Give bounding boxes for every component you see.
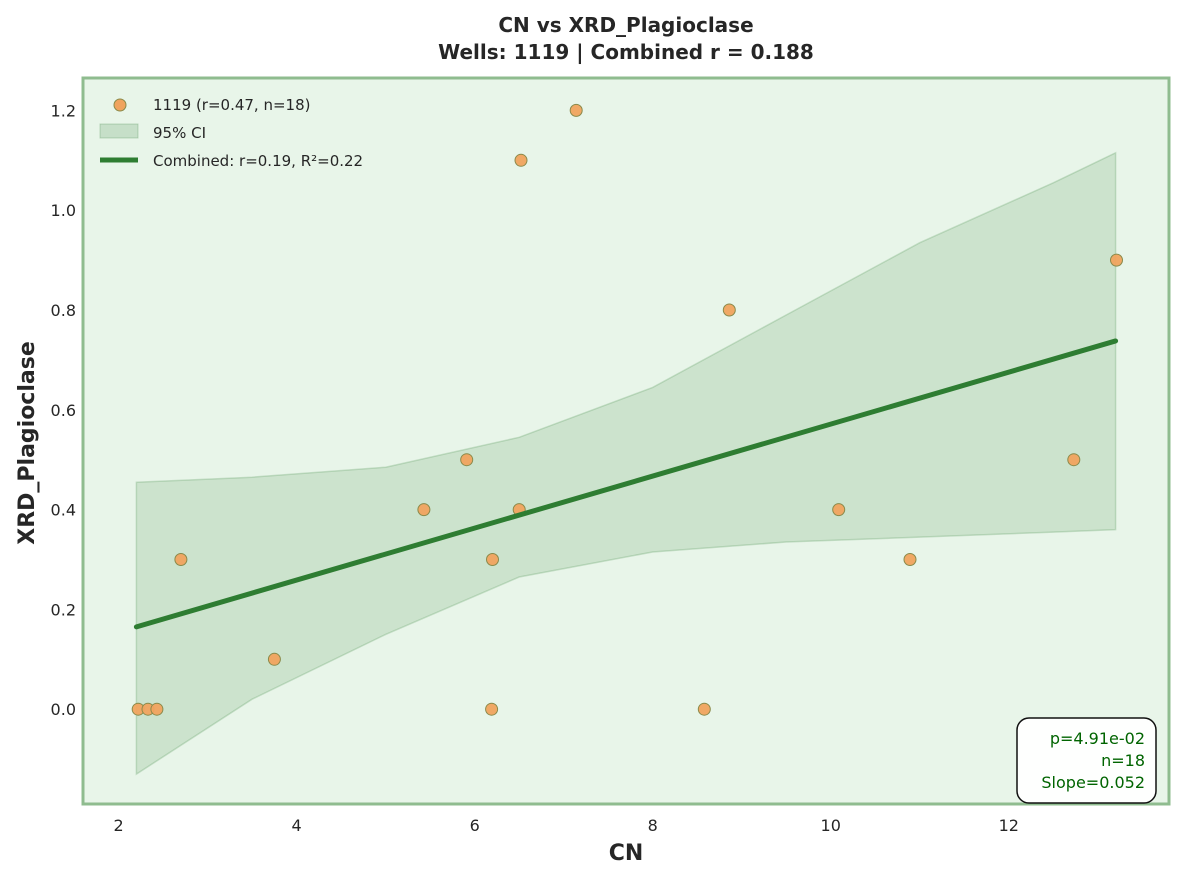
scatter-point <box>460 453 474 467</box>
scatter-point <box>150 702 164 716</box>
legend-label-ci: 95% CI <box>153 124 206 142</box>
plot-area: 2 4 6 8 10 12 0.0 0.2 0.4 0.6 0.8 1.0 1.2 1119 (r=0.4… <box>51 76 1171 835</box>
scatter-point <box>697 702 711 716</box>
y-tick-label: 1.2 <box>51 101 76 120</box>
y-tick-label: 0.2 <box>51 600 76 619</box>
scatter-point <box>1067 453 1081 467</box>
legend-label-scatter: 1119 (r=0.47, n=18) <box>153 96 310 114</box>
scatter-point <box>514 153 528 167</box>
scatter-point <box>722 303 736 317</box>
legend-label-line: Combined: r=0.19, R²=0.22 <box>153 152 363 170</box>
plot-background <box>83 78 1169 804</box>
legend-marker-ci <box>99 123 139 139</box>
legend-marker-scatter <box>113 98 127 112</box>
y-tick-label: 0.0 <box>51 700 76 719</box>
scatter-point <box>569 103 583 117</box>
x-tick-label: 2 <box>114 816 124 835</box>
x-tick-label: 4 <box>292 816 302 835</box>
y-tick-label: 0.4 <box>51 501 76 520</box>
stats-line: p=4.91e-02 <box>1050 729 1145 748</box>
x-tick-label: 10 <box>821 816 841 835</box>
x-tick-label: 8 <box>648 816 658 835</box>
plot-frame <box>81 76 1171 806</box>
regression-line <box>133 338 1119 630</box>
legend: 1119 (r=0.47, n=18) 95% CI Combined: r=0.1… <box>99 96 363 170</box>
scatter-point <box>832 503 846 517</box>
stats-box: p=4.91e-02 n=18 Slope=0.052 <box>1016 717 1157 804</box>
x-tick-label: 12 <box>999 816 1019 835</box>
stats-box-frame <box>1016 717 1157 804</box>
scatter-point <box>1110 253 1123 267</box>
scatter-point <box>174 553 188 566</box>
scatter-point <box>903 553 917 566</box>
scatter-point <box>485 702 499 716</box>
x-axis-label: CN <box>609 841 644 866</box>
ci-band <box>135 151 1117 776</box>
y-tick-label: 0.6 <box>51 401 76 420</box>
scatter-point <box>486 553 499 566</box>
x-tick-label: 6 <box>470 816 480 835</box>
y-tick-label: 1.0 <box>51 201 76 220</box>
y-axis-label: XRD_Plagioclase <box>15 341 40 545</box>
scatter-point <box>267 652 281 666</box>
scatter-point <box>417 503 431 517</box>
stats-line: n=18 <box>1101 751 1145 770</box>
chart-title-line2: Wells: 1119 | Combined r = 0.188 <box>438 40 814 64</box>
stats-line: Slope=0.052 <box>1041 773 1145 792</box>
chart-title-line1: CN vs XRD_Plagioclase <box>498 13 753 37</box>
y-tick-label: 0.8 <box>51 301 76 320</box>
